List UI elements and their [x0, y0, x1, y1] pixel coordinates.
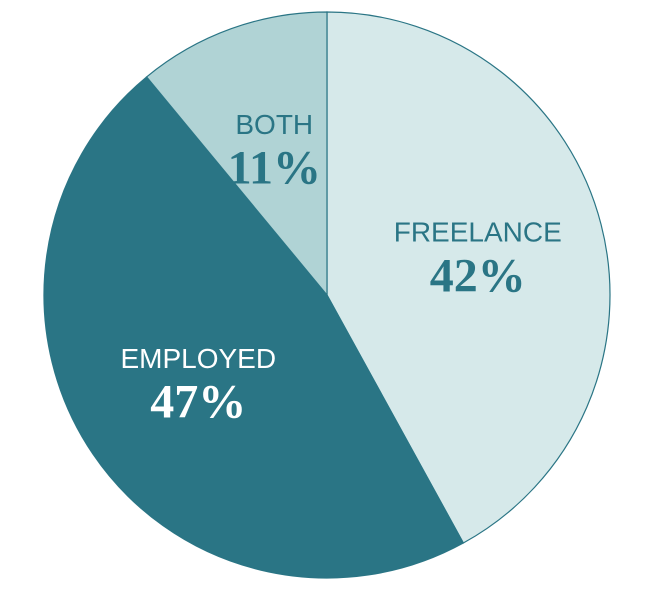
slice-value-label: 42%: [430, 249, 526, 302]
slice-category: EMPLOYED: [120, 343, 276, 374]
slice-category: BOTH: [235, 109, 313, 140]
slice-value-label: 47%: [150, 376, 246, 429]
pie-slice: [43, 76, 465, 579]
pie-slice: [326, 11, 611, 544]
pie-slice: [145, 11, 328, 297]
slice-value-label: 11%: [228, 142, 321, 195]
slice-category: FREELANCE: [394, 217, 562, 248]
